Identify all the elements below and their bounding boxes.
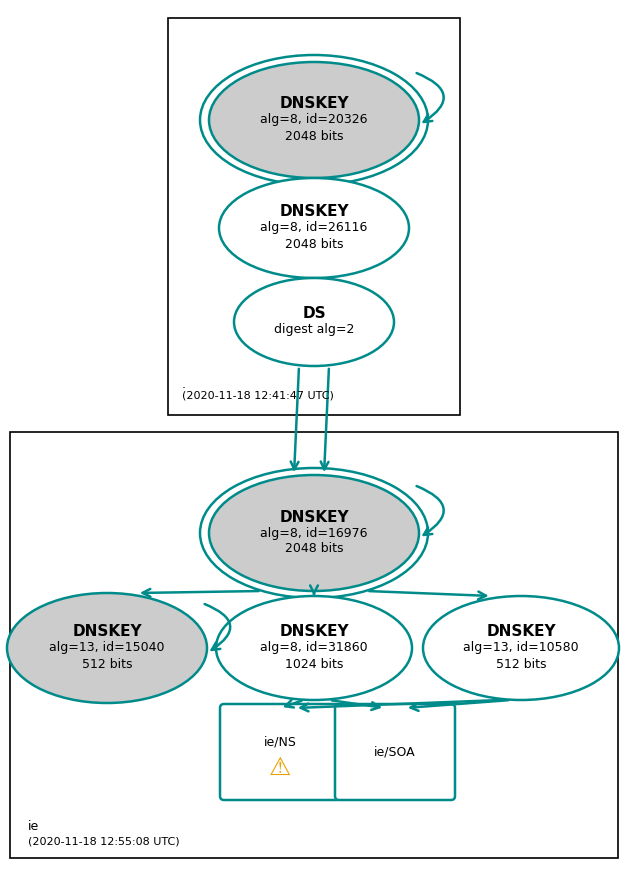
Text: DNSKEY: DNSKEY bbox=[279, 510, 349, 524]
Ellipse shape bbox=[423, 596, 619, 700]
FancyBboxPatch shape bbox=[220, 704, 340, 800]
FancyBboxPatch shape bbox=[335, 704, 455, 800]
Text: alg=13, id=15040: alg=13, id=15040 bbox=[49, 642, 165, 655]
Text: alg=13, id=10580: alg=13, id=10580 bbox=[463, 642, 579, 655]
Text: (2020-11-18 12:55:08 UTC): (2020-11-18 12:55:08 UTC) bbox=[28, 837, 180, 847]
Text: alg=8, id=26116: alg=8, id=26116 bbox=[260, 221, 368, 234]
Ellipse shape bbox=[234, 278, 394, 366]
Text: DNSKEY: DNSKEY bbox=[279, 625, 349, 640]
Text: 512 bits: 512 bits bbox=[82, 657, 132, 670]
Text: 2048 bits: 2048 bits bbox=[285, 238, 343, 251]
Ellipse shape bbox=[209, 475, 419, 591]
Text: digest alg=2: digest alg=2 bbox=[274, 323, 354, 336]
Text: 2048 bits: 2048 bits bbox=[285, 543, 343, 556]
Text: DS: DS bbox=[302, 307, 326, 322]
Text: DNSKEY: DNSKEY bbox=[486, 625, 556, 640]
Ellipse shape bbox=[7, 593, 207, 703]
Bar bbox=[168, 18, 460, 415]
Text: 1024 bits: 1024 bits bbox=[285, 657, 343, 670]
Text: alg=8, id=16976: alg=8, id=16976 bbox=[260, 526, 368, 539]
Text: DNSKEY: DNSKEY bbox=[279, 96, 349, 112]
Text: DNSKEY: DNSKEY bbox=[279, 205, 349, 219]
Text: alg=8, id=20326: alg=8, id=20326 bbox=[260, 114, 368, 127]
Text: ie/SOA: ie/SOA bbox=[374, 746, 416, 759]
Text: 2048 bits: 2048 bits bbox=[285, 129, 343, 142]
Text: ⚠: ⚠ bbox=[269, 756, 291, 780]
Text: alg=8, id=31860: alg=8, id=31860 bbox=[260, 642, 368, 655]
Text: DNSKEY: DNSKEY bbox=[72, 625, 142, 640]
Text: ie/NS: ie/NS bbox=[264, 736, 296, 748]
Text: .: . bbox=[182, 378, 186, 392]
Ellipse shape bbox=[209, 62, 419, 178]
Text: 512 bits: 512 bits bbox=[496, 657, 546, 670]
Text: ie: ie bbox=[28, 820, 39, 833]
Bar bbox=[10, 432, 618, 858]
Ellipse shape bbox=[216, 596, 412, 700]
Ellipse shape bbox=[219, 178, 409, 278]
Text: (2020-11-18 12:41:47 UTC): (2020-11-18 12:41:47 UTC) bbox=[182, 391, 334, 401]
